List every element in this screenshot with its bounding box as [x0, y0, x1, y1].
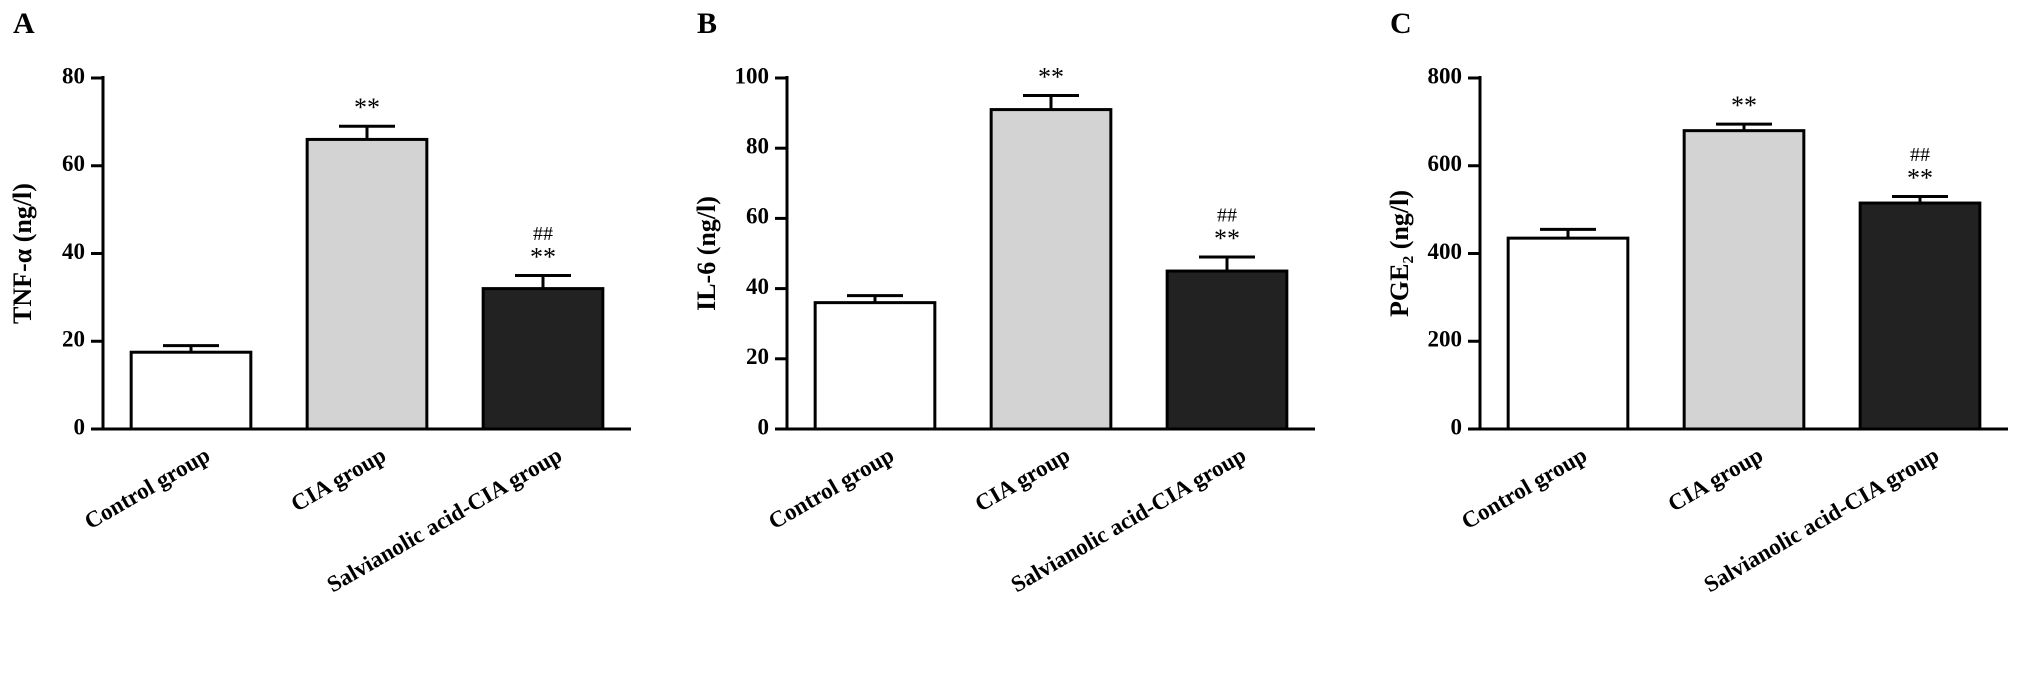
error-bar [163, 344, 219, 353]
y-axis-label: PGE₂ (ng/l) [1385, 190, 1414, 317]
bar [129, 350, 253, 431]
y-tick-label: 0 [1451, 414, 1463, 439]
y-tick-label: 0 [74, 414, 86, 439]
y-axis-label: TNF-α (ng/l) [8, 183, 37, 324]
panel-label: B [697, 7, 717, 40]
y-tick-label: 800 [1428, 63, 1463, 88]
bar [989, 108, 1113, 431]
bar [305, 137, 429, 431]
bar [813, 301, 937, 431]
error-bar [847, 294, 903, 303]
y-tick-label: 40 [746, 274, 769, 299]
error-bar [1540, 227, 1596, 239]
y-tick-label: 100 [735, 63, 770, 88]
significance-mark: ** [1214, 224, 1240, 253]
y-tick-label: 20 [62, 327, 85, 352]
y-tick-label: 80 [746, 133, 769, 158]
y-tick-label: 0 [758, 414, 770, 439]
y-tick-label: 80 [62, 63, 85, 88]
significance-mark: ## [1217, 205, 1237, 227]
y-tick-label: 20 [746, 344, 769, 369]
error-bar [1199, 255, 1255, 272]
y-tick-label: 40 [62, 239, 85, 264]
panel-label: C [1390, 7, 1412, 40]
x-tick-label: CIA group [1664, 442, 1767, 516]
significance-mark: ** [530, 242, 556, 271]
y-tick-label: 200 [1428, 327, 1463, 352]
significance-mark: ** [1907, 163, 1933, 192]
x-tick-label: CIA group [287, 442, 390, 516]
error-bar [1716, 122, 1772, 131]
y-tick-label: 600 [1428, 151, 1463, 176]
y-tick-label: 60 [62, 151, 85, 176]
y-tick-label: 400 [1428, 239, 1463, 264]
x-tick-label: Control group [1457, 442, 1591, 534]
error-bar [1023, 94, 1079, 110]
bar [1858, 201, 1982, 431]
x-tick-label: CIA group [971, 442, 1074, 516]
y-tick-label: 60 [746, 204, 769, 229]
significance-mark: ** [354, 93, 380, 122]
error-bar [515, 273, 571, 289]
bar [1506, 236, 1630, 431]
significance-mark: ## [533, 223, 553, 245]
error-bar [339, 124, 395, 140]
bar [1165, 269, 1289, 431]
x-tick-label: Control group [80, 442, 214, 534]
significance-mark: ** [1038, 63, 1064, 92]
x-tick-label: Control group [764, 442, 898, 534]
significance-mark: ## [1910, 144, 1930, 166]
significance-mark: ** [1731, 91, 1757, 120]
bar [481, 287, 605, 431]
panel-label: A [13, 7, 35, 40]
error-bar [1892, 194, 1948, 204]
y-axis-label: IL-6 (ng/l) [692, 196, 721, 311]
bar [1682, 129, 1806, 431]
